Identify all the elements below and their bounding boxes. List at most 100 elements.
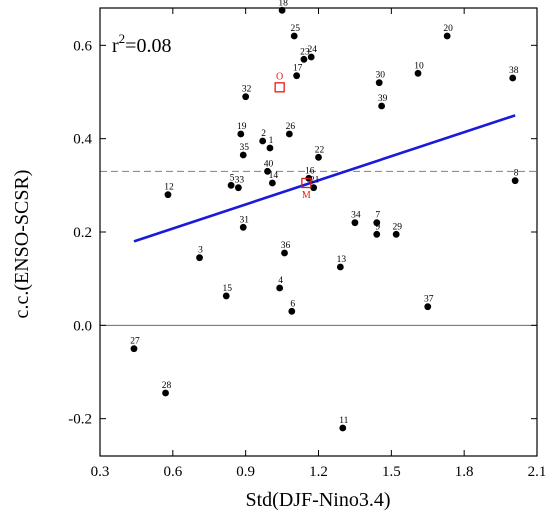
data-point xyxy=(288,307,296,315)
x-tick-label: 1.8 xyxy=(455,464,474,480)
special-point-label: O xyxy=(276,71,283,82)
special-points: OM xyxy=(274,71,312,201)
data-point xyxy=(196,254,203,262)
data-point-label: 30 xyxy=(375,71,385,81)
r-squared-annotation: r2=0.08 xyxy=(112,31,171,57)
data-point xyxy=(227,181,235,189)
y-tick-label: 0.0 xyxy=(73,318,92,334)
data-point-label: 5 xyxy=(230,173,235,183)
special-point-marker xyxy=(301,177,312,189)
data-point-label: 6 xyxy=(290,299,295,309)
data-point-label: 12 xyxy=(164,183,174,193)
data-point xyxy=(443,32,451,40)
data-point xyxy=(310,184,318,192)
data-point-label: 38 xyxy=(509,66,519,76)
data-point-label: 22 xyxy=(315,145,325,155)
data-point xyxy=(336,263,344,271)
trend-line xyxy=(133,114,516,243)
special-point-label: M xyxy=(302,190,311,201)
data-point xyxy=(268,179,276,187)
data-point-label: 20 xyxy=(443,24,453,34)
data-point xyxy=(242,93,250,101)
data-point xyxy=(276,284,284,292)
data-point xyxy=(375,79,383,87)
data-point-label: 32 xyxy=(242,85,252,95)
data-point-label: 19 xyxy=(237,122,247,132)
data-point xyxy=(222,292,230,300)
data-point xyxy=(234,184,242,192)
data-point xyxy=(164,191,172,199)
data-point xyxy=(237,130,245,138)
x-tick-label: 1.5 xyxy=(382,464,401,480)
data-point-label: 28 xyxy=(162,381,172,391)
x-axis-ticks: 0.3 0.6 0.9 1.2 1.5 1.8 2.1 xyxy=(91,8,547,480)
data-point-label: 21 xyxy=(310,176,320,186)
data-point-label: 8 xyxy=(514,169,519,179)
data-point-label: 23 xyxy=(300,47,310,57)
data-point-label: 39 xyxy=(378,94,388,104)
data-point xyxy=(259,137,267,145)
y-tick-label: 0.2 xyxy=(73,225,92,241)
x-tick-label: 0.3 xyxy=(91,464,110,480)
data-point-label: 15 xyxy=(222,284,232,294)
data-point xyxy=(264,167,271,175)
x-axis-title: Std(DJF-Nino3.4) xyxy=(245,489,390,511)
data-point-label: 24 xyxy=(307,45,317,55)
data-point xyxy=(339,424,347,432)
data-point xyxy=(315,153,322,161)
data-point xyxy=(239,151,247,159)
data-point xyxy=(351,219,359,227)
data-point xyxy=(373,230,381,238)
data-point-label: 33 xyxy=(235,176,245,186)
x-tick-label: 2.1 xyxy=(528,464,547,480)
r2-base: r xyxy=(112,35,119,57)
data-point-label: 16 xyxy=(305,166,315,176)
data-point-label: 31 xyxy=(239,215,249,225)
data-point xyxy=(290,32,298,40)
data-point xyxy=(414,69,422,77)
y-axis-ticks: -0.2 0.0 0.2 0.4 0.6 xyxy=(68,38,537,428)
data-point-label: 14 xyxy=(269,171,279,181)
data-point-label: 25 xyxy=(290,24,300,34)
x-tick-label: 0.6 xyxy=(163,464,182,480)
x-tick-label: 1.2 xyxy=(309,464,328,480)
data-point xyxy=(509,74,517,82)
data-point-label: 27 xyxy=(130,337,140,347)
data-points: 1234567891011121314151617181920212223242… xyxy=(130,0,519,432)
data-point-label: 3 xyxy=(198,246,203,256)
y-tick-label: -0.2 xyxy=(68,412,92,428)
data-point-label: 36 xyxy=(281,241,291,251)
data-point-label: 18 xyxy=(278,0,288,8)
data-point-label: 1 xyxy=(269,136,274,146)
data-point-label: 35 xyxy=(239,143,249,153)
x-tick-label: 0.9 xyxy=(236,464,255,480)
trend-line-group xyxy=(133,114,516,243)
data-point xyxy=(278,6,286,14)
data-point-label: 4 xyxy=(278,276,283,286)
data-point-label: 9 xyxy=(375,222,380,232)
data-point-label: 29 xyxy=(392,222,402,232)
data-point-label: 7 xyxy=(375,211,380,221)
y-axis-title: c.c.(ENSO-SCSR) xyxy=(11,170,33,319)
data-point-label: 26 xyxy=(286,122,296,132)
data-point xyxy=(424,303,432,311)
y-tick-label: 0.4 xyxy=(73,132,92,148)
data-point xyxy=(373,219,381,227)
data-point xyxy=(511,177,519,185)
data-point xyxy=(378,102,386,110)
data-point xyxy=(266,144,274,152)
special-point-marker xyxy=(274,82,285,93)
data-point xyxy=(281,249,288,257)
data-point-label: 11 xyxy=(339,416,348,426)
data-point-label: 34 xyxy=(351,211,361,221)
data-point-label: 37 xyxy=(424,295,434,305)
data-point xyxy=(392,230,400,238)
reference-lines xyxy=(100,170,537,326)
data-point-label: 10 xyxy=(414,61,424,71)
data-point xyxy=(162,389,169,397)
data-point xyxy=(293,72,301,80)
r2-superscript: 2 xyxy=(119,31,126,46)
r2-value: =0.08 xyxy=(125,35,171,57)
data-point xyxy=(307,53,315,61)
